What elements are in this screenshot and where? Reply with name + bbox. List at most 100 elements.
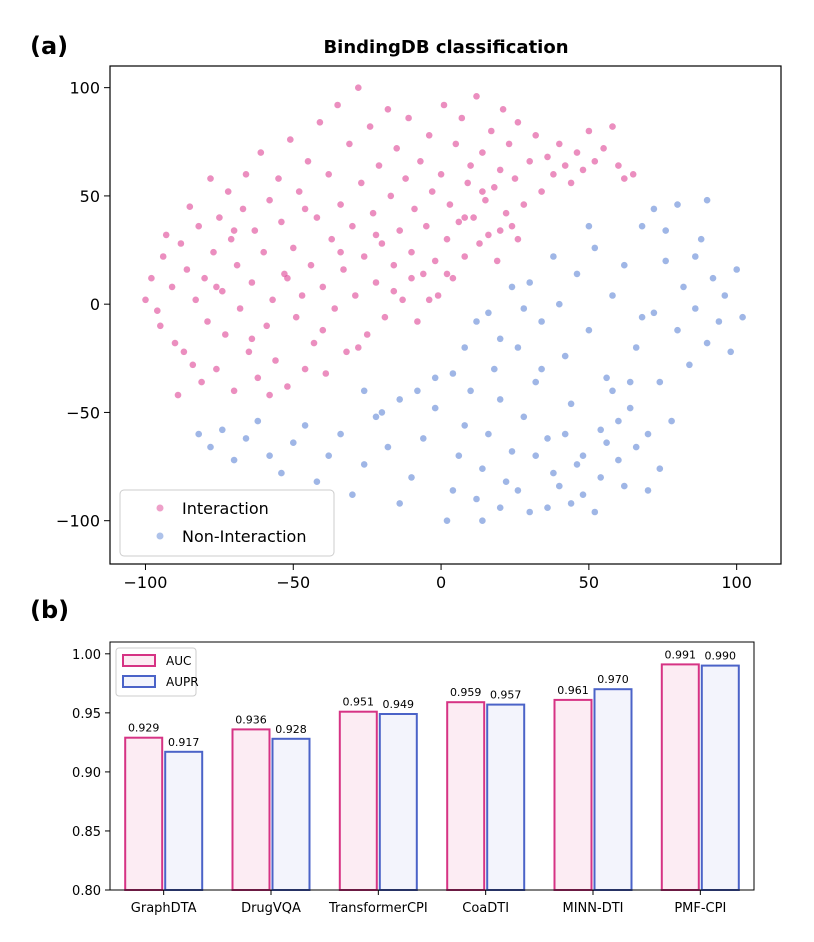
- bar-value-label-aupr: 0.970: [597, 673, 629, 686]
- point-interaction: [295, 188, 303, 195]
- bar-category-label: MINN-DTI: [563, 901, 624, 916]
- point-non-interaction: [396, 396, 404, 403]
- point-interaction: [343, 348, 350, 356]
- point-interaction: [358, 179, 365, 187]
- point-non-interaction: [644, 487, 652, 494]
- point-non-interaction: [626, 404, 634, 412]
- point-interaction: [236, 305, 244, 312]
- point-non-interaction: [662, 257, 669, 265]
- point-non-interaction: [461, 422, 469, 429]
- point-interaction: [325, 171, 333, 178]
- point-interaction: [346, 140, 353, 148]
- point-interaction: [201, 274, 208, 282]
- point-interaction: [544, 153, 551, 161]
- point-non-interaction: [266, 452, 273, 460]
- bar-category-label: PMF-CPI: [674, 901, 726, 916]
- point-non-interaction: [609, 292, 616, 299]
- point-interaction: [579, 166, 587, 174]
- point-interaction: [313, 214, 321, 221]
- point-interaction: [366, 123, 374, 130]
- bar-value-label-auc: 0.959: [450, 686, 482, 699]
- bar-aupr: [271, 737, 311, 891]
- point-interaction: [322, 370, 330, 377]
- point-non-interaction: [467, 387, 474, 395]
- bar-value-label-aupr: 0.917: [168, 736, 200, 749]
- point-interaction: [266, 196, 273, 204]
- point-non-interaction: [502, 478, 510, 486]
- point-non-interaction: [254, 417, 262, 425]
- point-interaction: [520, 201, 528, 208]
- point-interaction: [561, 162, 569, 169]
- point-interaction: [275, 175, 282, 182]
- point-interaction: [162, 231, 170, 239]
- point-interaction: [496, 166, 504, 174]
- point-non-interaction: [615, 456, 622, 464]
- point-interaction: [514, 235, 522, 243]
- point-non-interaction: [615, 417, 622, 425]
- bar-y-tick-label: 0.80: [72, 884, 101, 899]
- point-interaction: [337, 201, 344, 208]
- panel-b-label: (b): [30, 596, 69, 624]
- point-interaction: [301, 365, 309, 373]
- point-non-interaction: [668, 417, 675, 425]
- point-interaction: [452, 140, 460, 148]
- point-interaction: [615, 162, 622, 169]
- point-interaction: [449, 274, 457, 282]
- point-non-interaction: [473, 318, 480, 325]
- point-interaction: [378, 240, 386, 247]
- point-non-interaction: [632, 344, 640, 351]
- point-non-interaction: [692, 253, 699, 260]
- bar-category-label: DrugVQA: [241, 901, 301, 916]
- point-interaction: [257, 149, 265, 156]
- scatter-axes: −100 −50 0 50 100 −100 −50 0 50 100: [56, 79, 752, 592]
- point-non-interaction: [349, 491, 356, 499]
- point-interaction: [384, 106, 392, 113]
- point-non-interaction: [313, 478, 321, 486]
- point-non-interaction: [538, 365, 545, 373]
- point-interaction: [360, 253, 368, 260]
- point-interaction: [230, 227, 238, 234]
- point-non-interaction: [550, 253, 557, 260]
- point-interaction: [159, 253, 167, 260]
- point-interaction: [502, 209, 510, 217]
- point-non-interaction: [520, 305, 528, 312]
- point-interaction: [473, 93, 480, 100]
- point-non-interaction: [573, 270, 581, 278]
- point-non-interaction: [609, 387, 616, 395]
- point-interaction: [355, 344, 362, 351]
- point-interaction: [538, 188, 545, 195]
- point-interaction: [387, 192, 395, 200]
- bar-aupr: [700, 664, 740, 891]
- point-interaction: [204, 318, 211, 325]
- point-interaction: [292, 313, 300, 321]
- point-non-interaction: [544, 435, 551, 442]
- point-interaction: [245, 348, 253, 356]
- point-interaction: [213, 365, 220, 373]
- scatter-points: [142, 84, 746, 524]
- x-tick-label: 50: [579, 573, 599, 592]
- point-non-interaction: [508, 283, 516, 291]
- point-interaction: [328, 235, 336, 243]
- point-interaction: [186, 203, 194, 210]
- bar-aupr: [164, 750, 204, 891]
- bar-y-tick-label: 0.85: [72, 825, 101, 840]
- bar-value-label-aupr: 0.949: [383, 698, 415, 711]
- point-interaction: [154, 307, 161, 315]
- point-interaction: [488, 127, 495, 135]
- point-non-interaction: [692, 305, 699, 312]
- point-non-interaction: [538, 318, 545, 325]
- point-non-interaction: [449, 487, 457, 494]
- point-non-interaction: [431, 374, 439, 382]
- point-non-interaction: [656, 465, 664, 473]
- point-interaction: [375, 162, 383, 169]
- point-interaction: [585, 127, 593, 135]
- point-interaction: [461, 214, 469, 221]
- y-tick-label: 0: [90, 295, 100, 314]
- point-non-interaction: [662, 227, 669, 234]
- bar-aupr: [593, 688, 633, 892]
- point-non-interaction: [674, 201, 681, 208]
- point-interaction: [470, 214, 477, 221]
- point-interaction: [192, 296, 199, 304]
- point-interaction: [455, 218, 463, 226]
- point-interaction: [355, 84, 362, 91]
